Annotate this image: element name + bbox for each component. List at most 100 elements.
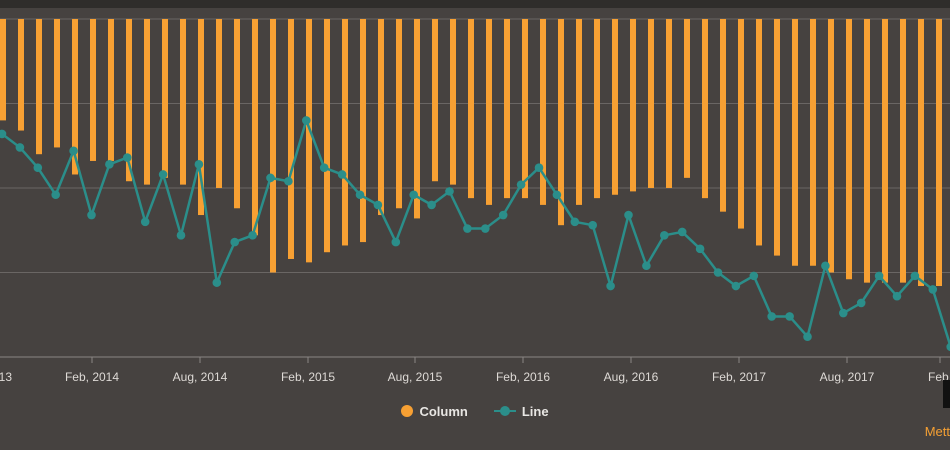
column-bar[interactable] bbox=[558, 19, 564, 226]
line-point[interactable] bbox=[839, 308, 848, 318]
column-bar[interactable] bbox=[810, 19, 816, 266]
legend-item-line[interactable]: Line bbox=[493, 404, 549, 419]
line-point[interactable] bbox=[695, 244, 705, 254]
line-point[interactable] bbox=[319, 163, 329, 173]
column-bar[interactable] bbox=[792, 19, 798, 266]
column-bar[interactable] bbox=[756, 19, 762, 246]
column-bar[interactable] bbox=[306, 19, 312, 263]
column-bar[interactable] bbox=[576, 19, 582, 205]
line-point[interactable] bbox=[266, 173, 275, 183]
line-point[interactable] bbox=[284, 176, 293, 186]
column-bar[interactable] bbox=[54, 19, 60, 148]
line-point[interactable] bbox=[498, 210, 508, 220]
column-bar[interactable] bbox=[18, 19, 24, 131]
line-point[interactable] bbox=[69, 146, 78, 156]
column-bar[interactable] bbox=[324, 19, 330, 253]
line-point[interactable] bbox=[105, 160, 114, 169]
column-bar[interactable] bbox=[504, 19, 510, 199]
column-bar[interactable] bbox=[486, 19, 492, 205]
line-point[interactable] bbox=[803, 332, 812, 342]
column-bar[interactable] bbox=[612, 19, 618, 195]
line-point[interactable] bbox=[588, 220, 597, 230]
line-point[interactable] bbox=[230, 237, 239, 247]
line-point[interactable] bbox=[767, 312, 776, 321]
line-point[interactable] bbox=[302, 116, 311, 125]
column-bar[interactable] bbox=[846, 19, 852, 280]
column-bar[interactable] bbox=[702, 19, 708, 199]
line-point[interactable] bbox=[87, 210, 96, 220]
column-bar[interactable] bbox=[234, 19, 240, 209]
line-point[interactable] bbox=[123, 153, 132, 162]
line-point[interactable] bbox=[660, 231, 669, 240]
line-point[interactable] bbox=[928, 285, 938, 294]
column-bar[interactable] bbox=[198, 19, 204, 216]
column-bar[interactable] bbox=[918, 19, 924, 287]
line-point[interactable] bbox=[176, 231, 186, 240]
column-bar[interactable] bbox=[522, 19, 528, 199]
column-bar[interactable] bbox=[342, 19, 348, 246]
line-point[interactable] bbox=[785, 312, 794, 321]
line-point[interactable] bbox=[821, 261, 830, 271]
column-bar[interactable] bbox=[180, 19, 186, 185]
line-point[interactable] bbox=[158, 170, 168, 179]
column-bar[interactable] bbox=[936, 19, 942, 287]
line-point[interactable] bbox=[624, 210, 633, 220]
line-point[interactable] bbox=[892, 291, 902, 301]
column-bar[interactable] bbox=[72, 19, 78, 175]
line-point[interactable] bbox=[212, 278, 222, 287]
line-point[interactable] bbox=[248, 231, 257, 240]
legend-item-column[interactable]: Column bbox=[401, 404, 468, 419]
line-point[interactable] bbox=[409, 190, 419, 200]
line-point[interactable] bbox=[0, 129, 7, 139]
line-point[interactable] bbox=[874, 271, 884, 281]
column-bar[interactable] bbox=[252, 19, 258, 236]
column-bar[interactable] bbox=[684, 19, 690, 178]
line-point[interactable] bbox=[642, 261, 651, 271]
column-bar[interactable] bbox=[738, 19, 744, 229]
column-bar[interactable] bbox=[828, 19, 834, 273]
line-point[interactable] bbox=[516, 180, 526, 189]
column-bar[interactable] bbox=[432, 19, 438, 182]
line-point[interactable] bbox=[713, 268, 723, 277]
line-point[interactable] bbox=[606, 281, 615, 291]
column-series[interactable] bbox=[0, 19, 942, 287]
line-point[interactable] bbox=[481, 224, 490, 233]
column-bar[interactable] bbox=[144, 19, 150, 185]
column-bar[interactable] bbox=[882, 19, 888, 283]
column-bar[interactable] bbox=[126, 19, 132, 182]
line-point[interactable] bbox=[373, 200, 383, 210]
column-bar[interactable] bbox=[90, 19, 96, 161]
column-bar[interactable] bbox=[216, 19, 222, 188]
line-point[interactable] bbox=[910, 271, 920, 281]
column-bar[interactable] bbox=[864, 19, 870, 283]
column-bar[interactable] bbox=[360, 19, 366, 243]
line-point[interactable] bbox=[445, 187, 454, 196]
column-bar[interactable] bbox=[630, 19, 636, 192]
line-point[interactable] bbox=[749, 271, 759, 281]
column-bar[interactable] bbox=[900, 19, 906, 283]
column-bar[interactable] bbox=[414, 19, 420, 219]
column-bar[interactable] bbox=[468, 19, 474, 199]
column-bar[interactable] bbox=[594, 19, 600, 199]
column-bar[interactable] bbox=[0, 19, 6, 121]
line-point[interactable] bbox=[355, 190, 365, 200]
column-bar[interactable] bbox=[648, 19, 654, 188]
line-point[interactable] bbox=[677, 227, 687, 237]
column-bar[interactable] bbox=[720, 19, 726, 212]
column-bar[interactable] bbox=[774, 19, 780, 256]
line-point[interactable] bbox=[552, 190, 562, 200]
line-point[interactable] bbox=[337, 170, 347, 179]
line-point[interactable] bbox=[15, 143, 25, 152]
column-bar[interactable] bbox=[450, 19, 456, 185]
line-point[interactable] bbox=[946, 342, 950, 352]
column-bar[interactable] bbox=[540, 19, 546, 205]
line-point[interactable] bbox=[427, 200, 436, 210]
line-point[interactable] bbox=[51, 190, 60, 200]
line-point[interactable] bbox=[463, 224, 472, 233]
column-bar[interactable] bbox=[108, 19, 114, 161]
line-point[interactable] bbox=[856, 298, 866, 308]
line-point[interactable] bbox=[391, 237, 401, 247]
column-bar[interactable] bbox=[396, 19, 402, 209]
column-bar[interactable] bbox=[378, 19, 384, 216]
line-point[interactable] bbox=[140, 217, 150, 227]
